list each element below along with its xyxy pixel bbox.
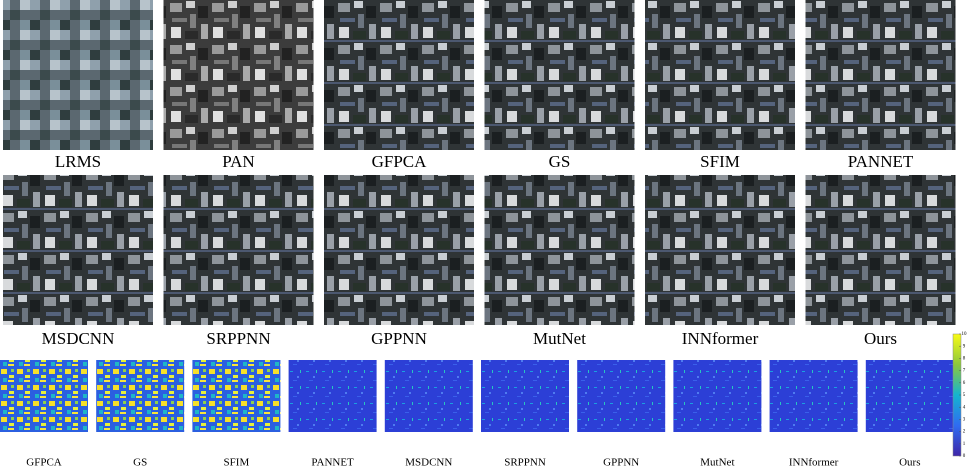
- error-map-label: SFIM: [224, 457, 250, 469]
- error-map: [865, 360, 954, 432]
- satellite-image: [484, 0, 635, 150]
- satellite-image: [163, 0, 314, 150]
- colorbar-tick-label: 8: [963, 357, 966, 362]
- error-map: [769, 360, 858, 432]
- image-label: GPPNN: [371, 329, 427, 348]
- image-label: Ours: [864, 329, 897, 348]
- image-label: MutNet: [533, 329, 586, 348]
- error-map-label: PANNET: [311, 457, 354, 469]
- error-map: [288, 360, 377, 432]
- colorbar-tick-label: 0: [963, 454, 966, 459]
- error-map: [384, 360, 473, 432]
- colorbar-tick-label: 7: [963, 369, 966, 374]
- error-map-label: MSDCNN: [405, 457, 452, 469]
- satellite-image: [484, 175, 635, 325]
- error-map-label: SRPPNN: [504, 457, 546, 469]
- colorbar-tick-label: 3: [963, 418, 966, 423]
- image-label: INNformer: [682, 329, 759, 348]
- error-map: [673, 360, 762, 432]
- error-map-label: Ours: [899, 457, 920, 469]
- satellite-image: [3, 0, 153, 150]
- error-map-label: GPPNN: [603, 457, 639, 469]
- image-label: SRPPNN: [206, 329, 270, 348]
- error-map-label: GFPCA: [26, 457, 62, 469]
- error-map: [577, 360, 666, 432]
- error-map-label: MutNet: [700, 457, 734, 469]
- colorbar-tick-label: 1: [963, 442, 966, 447]
- colorbar-tick-label: 4: [963, 405, 966, 410]
- satellite-image: [805, 0, 956, 150]
- colorbar-tick-label: 9: [963, 344, 966, 349]
- satellite-image: [645, 175, 795, 325]
- image-label: SFIM: [700, 152, 740, 171]
- satellite-image: [324, 0, 474, 150]
- satellite-image: [645, 0, 795, 150]
- error-map-label: INNformer: [789, 457, 839, 469]
- satellite-image: [163, 175, 314, 325]
- satellite-image: [805, 175, 956, 325]
- image-label: PAN: [222, 152, 254, 171]
- error-map: [96, 360, 185, 432]
- error-map: [192, 360, 281, 432]
- image-label: GS: [549, 152, 571, 171]
- satellite-image: [324, 175, 474, 325]
- colorbar-tick-label: 10: [962, 332, 968, 337]
- image-label: LRMS: [55, 152, 101, 171]
- image-label: PANNET: [848, 152, 914, 171]
- colorbar-tick-label: 6: [963, 381, 966, 386]
- colorbar-tick-label: 5: [963, 393, 966, 398]
- image-label: MSDCNN: [42, 329, 115, 348]
- image-label: GFPCA: [372, 152, 428, 171]
- error-map: [481, 360, 569, 432]
- error-map-label: GS: [133, 457, 147, 469]
- satellite-image: [3, 175, 153, 325]
- error-map: [0, 360, 88, 432]
- colorbar-tick-label: 2: [963, 430, 966, 435]
